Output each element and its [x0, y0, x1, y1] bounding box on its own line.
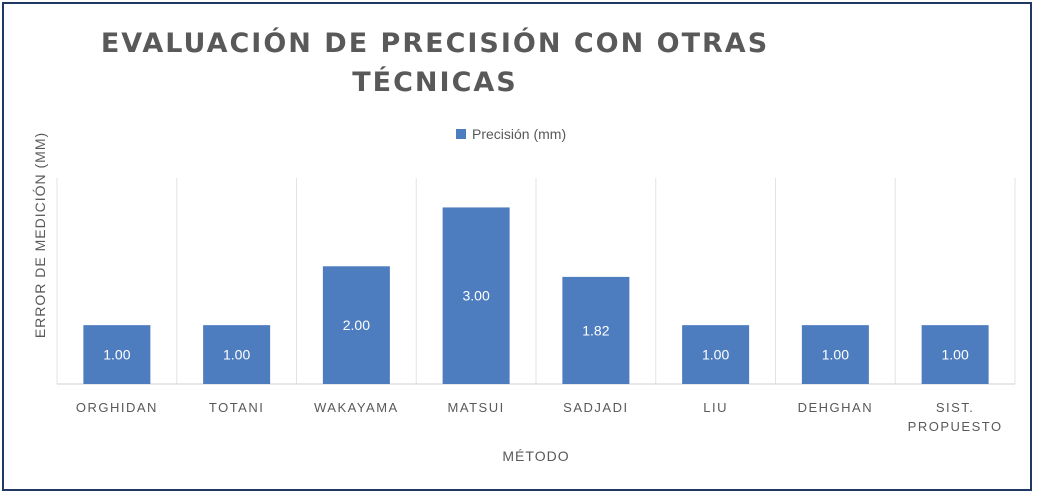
legend-swatch: [456, 129, 466, 139]
x-tick-label: MATSUI: [448, 400, 505, 415]
x-tick-label: LIU: [703, 400, 728, 415]
data-label: 1.00: [103, 347, 130, 363]
chart-frame: [2, 2, 1032, 491]
data-label: 1.82: [582, 322, 609, 338]
bar: [322, 266, 390, 384]
bar: [442, 207, 510, 384]
data-label: 1.00: [822, 347, 849, 363]
chart-title-line-2: TÉCNICAS: [352, 67, 518, 98]
data-label: 1.00: [702, 347, 729, 363]
chart-title-line-1: EVALUACIÓN DE PRECISIÓN CON OTRAS: [100, 28, 770, 59]
bar: [801, 325, 869, 384]
x-tick-label: SADJADI: [563, 400, 628, 415]
chart-legend: Precisión (mm): [456, 124, 566, 144]
bar: [203, 325, 271, 384]
chart-title: EVALUACIÓN DE PRECISIÓN CON OTRAS TÉCNIC…: [0, 24, 870, 102]
x-tick-label: PROPUESTO: [908, 419, 1003, 434]
x-tick-label: WAKAYAMA: [314, 400, 399, 415]
bar: [83, 325, 151, 384]
data-label: 3.00: [463, 288, 490, 304]
data-label: 2.00: [343, 317, 370, 333]
x-tick-label: SIST.: [936, 400, 975, 415]
x-tick-label: TOTANI: [209, 400, 264, 415]
x-tick-label: ORGHIDAN: [76, 400, 158, 415]
bar: [562, 276, 630, 384]
data-label: 1.00: [942, 347, 969, 363]
data-label: 1.00: [223, 347, 250, 363]
x-axis-label: MÉTODO: [502, 448, 570, 464]
bar: [921, 325, 989, 384]
bar: [682, 325, 750, 384]
legend-label: Precisión (mm): [472, 126, 567, 142]
x-tick-label: DEHGHAN: [798, 400, 874, 415]
